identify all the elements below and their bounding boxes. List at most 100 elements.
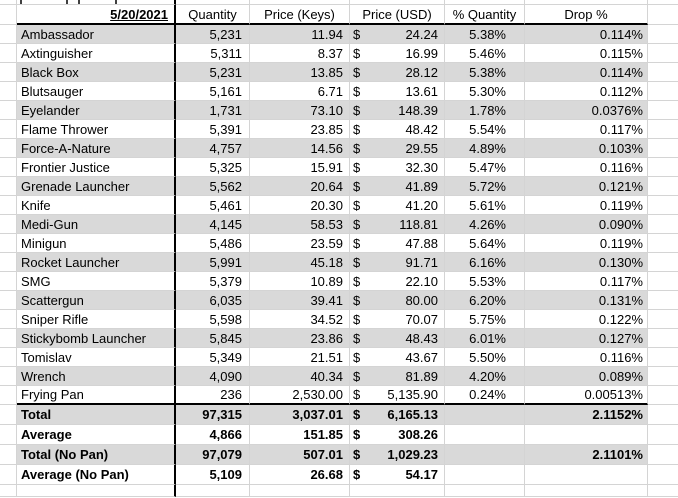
cell-drop-pct[interactable]: 0.122%	[525, 310, 648, 329]
row-margin-cell[interactable]	[0, 82, 17, 101]
cell-pct-quantity[interactable]: 5.61%	[445, 196, 525, 215]
cell-quantity[interactable]: 1,731	[176, 101, 250, 120]
right-margin-cell[interactable]	[648, 158, 678, 177]
cell-item-name[interactable]: Average	[17, 425, 176, 445]
cell-price-usd[interactable]: $118.81	[350, 215, 445, 234]
cell-drop-pct[interactable]: 0.089%	[525, 367, 648, 386]
row-margin-cell[interactable]	[0, 120, 17, 139]
cell-price-usd[interactable]: $41.89	[350, 177, 445, 196]
cell-quantity[interactable]: 5,461	[176, 196, 250, 215]
header-price-usd[interactable]: Price (USD)	[350, 5, 445, 25]
cell-item-name[interactable]: Total	[17, 405, 176, 425]
cell-price-usd[interactable]: $308.26	[350, 425, 445, 445]
cell-pct-quantity[interactable]: 0.24%	[445, 386, 525, 405]
cell-item-name[interactable]: Eyelander	[17, 101, 176, 120]
cell-price-keys[interactable]: 6.71	[250, 82, 350, 101]
cell-drop-pct[interactable]: 0.114%	[525, 25, 648, 44]
header-price-keys[interactable]: Price (Keys)	[250, 5, 350, 25]
cell-drop-pct[interactable]: 0.119%	[525, 196, 648, 215]
right-margin-cell[interactable]	[648, 348, 678, 367]
right-margin-cell[interactable]	[648, 253, 678, 272]
cell-quantity[interactable]: 5,991	[176, 253, 250, 272]
cell-price-keys[interactable]: 10.89	[250, 272, 350, 291]
cell-drop-pct[interactable]	[525, 485, 648, 497]
cell-drop-pct[interactable]: 0.115%	[525, 44, 648, 63]
cell-price-keys[interactable]: 13.85	[250, 63, 350, 82]
cell-price-usd[interactable]: $81.89	[350, 367, 445, 386]
cell-price-keys[interactable]: 3,037.01	[250, 405, 350, 425]
cell-item-name[interactable]: Frontier Justice	[17, 158, 176, 177]
cell-price-keys[interactable]: 34.52	[250, 310, 350, 329]
cell-price-usd[interactable]: $29.55	[350, 139, 445, 158]
cell-quantity[interactable]: 236	[176, 386, 250, 405]
row-margin-cell[interactable]	[0, 329, 17, 348]
cell-price-usd[interactable]: $24.24	[350, 25, 445, 44]
cell-drop-pct[interactable]: 0.116%	[525, 348, 648, 367]
cell-price-usd[interactable]: $13.61	[350, 82, 445, 101]
cell-item-name[interactable]: Force-A-Nature	[17, 139, 176, 158]
cell-drop-pct[interactable]	[525, 425, 648, 445]
row-margin-cell[interactable]	[0, 139, 17, 158]
cell-price-usd[interactable]: $48.42	[350, 120, 445, 139]
cell-quantity[interactable]: 5,845	[176, 329, 250, 348]
right-margin-cell[interactable]	[648, 329, 678, 348]
row-margin-cell[interactable]	[0, 367, 17, 386]
cell-drop-pct[interactable]: 2.1101%	[525, 445, 648, 465]
header-quantity[interactable]: Quantity	[176, 5, 250, 25]
cell-drop-pct[interactable]: 0.131%	[525, 291, 648, 310]
cell-price-keys[interactable]: 23.85	[250, 120, 350, 139]
cell-quantity[interactable]: 4,757	[176, 139, 250, 158]
cell-pct-quantity[interactable]: 5.54%	[445, 120, 525, 139]
cell-pct-quantity[interactable]: 5.46%	[445, 44, 525, 63]
cell-drop-pct[interactable]: 0.117%	[525, 272, 648, 291]
cell-item-name[interactable]: Total (No Pan)	[17, 445, 176, 465]
cell-quantity[interactable]: 4,866	[176, 425, 250, 445]
cell-drop-pct[interactable]: 0.090%	[525, 215, 648, 234]
cell-quantity[interactable]: 5,349	[176, 348, 250, 367]
cell-item-name[interactable]: Tomislav	[17, 348, 176, 367]
cell-item-name[interactable]: Grenade Launcher	[17, 177, 176, 196]
right-margin-cell[interactable]	[648, 465, 678, 485]
cell-drop-pct[interactable]: 0.103%	[525, 139, 648, 158]
cell-price-keys[interactable]: 8.37	[250, 44, 350, 63]
cell-pct-quantity[interactable]: 4.89%	[445, 139, 525, 158]
cell-price-usd[interactable]: $70.07	[350, 310, 445, 329]
cell-item-name[interactable]: Blutsauger	[17, 82, 176, 101]
cell-price-usd[interactable]: $47.88	[350, 234, 445, 253]
right-margin-cell[interactable]	[648, 25, 678, 44]
row-margin-cell[interactable]	[0, 196, 17, 215]
cell-quantity[interactable]: 4,090	[176, 367, 250, 386]
row-margin-cell[interactable]	[0, 291, 17, 310]
cell-drop-pct[interactable]: 0.0376%	[525, 101, 648, 120]
cell-drop-pct[interactable]: 0.117%	[525, 120, 648, 139]
cell-item-name[interactable]: Stickybomb Launcher	[17, 329, 176, 348]
cell-quantity[interactable]: 97,079	[176, 445, 250, 465]
cell-price-keys[interactable]: 20.30	[250, 196, 350, 215]
cell-quantity[interactable]: 4,145	[176, 215, 250, 234]
cell-drop-pct[interactable]	[525, 465, 648, 485]
cell-drop-pct[interactable]: 2.1152%	[525, 405, 648, 425]
row-margin-cell[interactable]	[0, 348, 17, 367]
cell-price-keys[interactable]: 151.85	[250, 425, 350, 445]
row-margin-cell[interactable]	[0, 386, 17, 405]
cell-price-usd[interactable]: $32.30	[350, 158, 445, 177]
cell-price-keys[interactable]: 39.41	[250, 291, 350, 310]
row-margin-cell[interactable]	[0, 310, 17, 329]
right-margin-cell[interactable]	[648, 291, 678, 310]
cell-pct-quantity[interactable]: 5.53%	[445, 272, 525, 291]
cell-item-name[interactable]: Knife	[17, 196, 176, 215]
header-date-cell[interactable]: 5/20/2021	[17, 5, 176, 25]
cell-price-keys[interactable]: 73.10	[250, 101, 350, 120]
cell-item-name[interactable]: Frying Pan	[17, 386, 176, 405]
cell-quantity[interactable]: 6,035	[176, 291, 250, 310]
cell-price-usd[interactable]: $41.20	[350, 196, 445, 215]
row-margin-cell[interactable]	[0, 101, 17, 120]
cell-pct-quantity[interactable]: 5.47%	[445, 158, 525, 177]
cell-item-name[interactable]: Sniper Rifle	[17, 310, 176, 329]
cell-pct-quantity[interactable]: 5.75%	[445, 310, 525, 329]
cell-quantity[interactable]: 5,391	[176, 120, 250, 139]
cell-item-name[interactable]: Medi-Gun	[17, 215, 176, 234]
right-margin-cell[interactable]	[648, 386, 678, 405]
cell-price-usd[interactable]: $22.10	[350, 272, 445, 291]
row-margin-cell[interactable]	[0, 445, 17, 465]
